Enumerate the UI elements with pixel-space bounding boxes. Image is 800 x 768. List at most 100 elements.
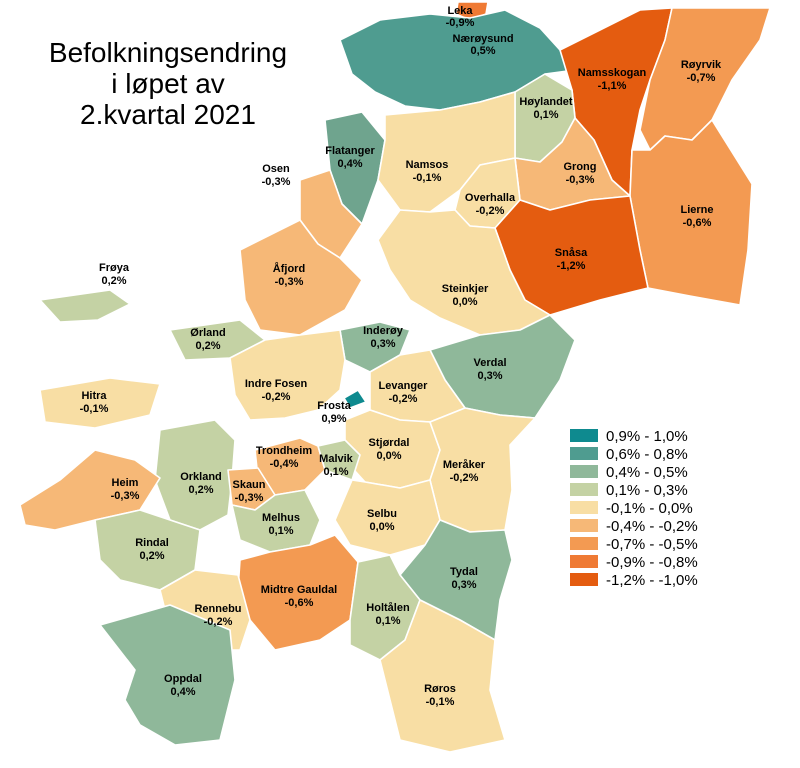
label-value: 0,0%: [376, 450, 401, 462]
label-name: Steinkjer: [442, 283, 489, 295]
label-value: -0,7%: [687, 72, 716, 84]
region-naeroysund[interactable]: [339, 9, 576, 111]
label-value: -0,1%: [413, 172, 442, 184]
label-name: Hitra: [81, 390, 107, 402]
label-name: Lierne: [680, 204, 713, 216]
region-hitra[interactable]: [39, 377, 161, 429]
label-value: -0,2%: [476, 205, 505, 217]
label-name: Orkland: [180, 471, 222, 483]
label-name: Leka: [447, 5, 473, 17]
label-name: Nærøysund: [452, 33, 513, 45]
label-name: Flatanger: [325, 145, 375, 157]
legend-item: -0,1% - 0,0%: [570, 500, 693, 517]
legend-swatch: [570, 447, 598, 460]
label-lierne: Lierne-0,6%: [680, 204, 713, 229]
legend-swatch: [570, 501, 598, 514]
legend-label: -0,9% - -0,8%: [606, 554, 698, 571]
label-afjord: Åfjord-0,3%: [273, 262, 305, 288]
label-name: Holtålen: [366, 602, 410, 614]
label-value: -0,1%: [426, 696, 455, 708]
label-value: 0,1%: [375, 615, 400, 627]
label-osen: Osen-0,3%: [262, 163, 291, 188]
label-name: Røros: [424, 683, 456, 695]
legend-label: -0,4% - -0,2%: [606, 518, 698, 535]
label-name: Tydal: [450, 566, 478, 578]
label-value: -0,3%: [235, 492, 264, 504]
label-name: Grong: [564, 161, 597, 173]
label-value: -0,6%: [285, 597, 314, 609]
region-froya[interactable]: [39, 289, 131, 323]
region-afjord[interactable]: [239, 219, 363, 336]
label-value: 0,1%: [533, 109, 558, 121]
label-value: 0,3%: [451, 579, 476, 591]
label-name: Snåsa: [555, 247, 588, 259]
label-name: Osen: [262, 163, 290, 175]
label-name: Heim: [112, 477, 139, 489]
label-name: Overhalla: [465, 192, 516, 204]
label-name: Trondheim: [256, 445, 312, 457]
label-value: 0,5%: [470, 45, 495, 57]
label-levanger: Levanger-0,2%: [379, 380, 429, 405]
label-value: -0,3%: [111, 490, 140, 502]
label-value: 0,3%: [370, 338, 395, 350]
legend-item: 0,4% - 0,5%: [570, 464, 688, 481]
label-value: -0,2%: [450, 472, 479, 484]
legend-label: 0,6% - 0,8%: [606, 446, 688, 463]
legend-swatch: [570, 573, 598, 586]
label-value: 0,2%: [195, 340, 220, 352]
region-frosta[interactable]: [343, 389, 367, 409]
label-value: -0,1%: [80, 403, 109, 415]
legend-label: -1,2% - -1,0%: [606, 572, 698, 589]
region-orkland[interactable]: [154, 419, 236, 531]
label-name: Meråker: [443, 459, 486, 471]
label-value: -0,3%: [262, 176, 291, 188]
region-malvik[interactable]: [317, 439, 361, 481]
label-name: Frøya: [99, 262, 130, 274]
label-value: -0,6%: [683, 217, 712, 229]
label-namsskogan: Namsskogan-1,1%: [578, 67, 647, 92]
label-name: Inderøy: [363, 325, 404, 337]
label-name: Frosta: [317, 400, 352, 412]
label-grong: Grong-0,3%: [564, 161, 597, 186]
label-value: -0,2%: [262, 391, 291, 403]
region-heim[interactable]: [19, 449, 161, 531]
region-stjordal[interactable]: [344, 409, 441, 489]
label-name: Midtre Gauldal: [261, 584, 337, 596]
map-regions: [19, 1, 771, 753]
label-heim: Heim-0,3%: [111, 477, 140, 502]
legend-label: 0,9% - 1,0%: [606, 428, 688, 445]
legend-swatch: [570, 519, 598, 532]
legend-label: -0,1% - 0,0%: [606, 500, 693, 517]
region-roros[interactable]: [379, 599, 506, 753]
region-oppdal[interactable]: [99, 604, 236, 746]
label-value: -1,1%: [598, 80, 627, 92]
region-meraker[interactable]: [429, 407, 536, 533]
label-value: -0,2%: [204, 616, 233, 628]
label-value: -0,2%: [389, 393, 418, 405]
legend-item: 0,9% - 1,0%: [570, 428, 688, 445]
label-value: -0,9%: [446, 17, 475, 29]
label-rennebu: Rennebu-0,2%: [194, 603, 241, 628]
label-midtre-gauldal: Midtre Gauldal-0,6%: [261, 584, 337, 609]
map-legend: 0,9% - 1,0% 0,6% - 0,8% 0,4% - 0,5% 0,1%…: [570, 428, 698, 589]
label-value: -0,3%: [566, 174, 595, 186]
region-indre-fosen[interactable]: [229, 329, 346, 421]
label-name: Stjørdal: [369, 437, 410, 449]
legend-item: -0,9% - -0,8%: [570, 554, 698, 571]
region-melhus[interactable]: [231, 489, 321, 553]
region-lierne[interactable]: [629, 119, 753, 306]
label-name: Namsos: [406, 159, 449, 171]
label-royrvik: Røyrvik-0,7%: [681, 59, 722, 84]
